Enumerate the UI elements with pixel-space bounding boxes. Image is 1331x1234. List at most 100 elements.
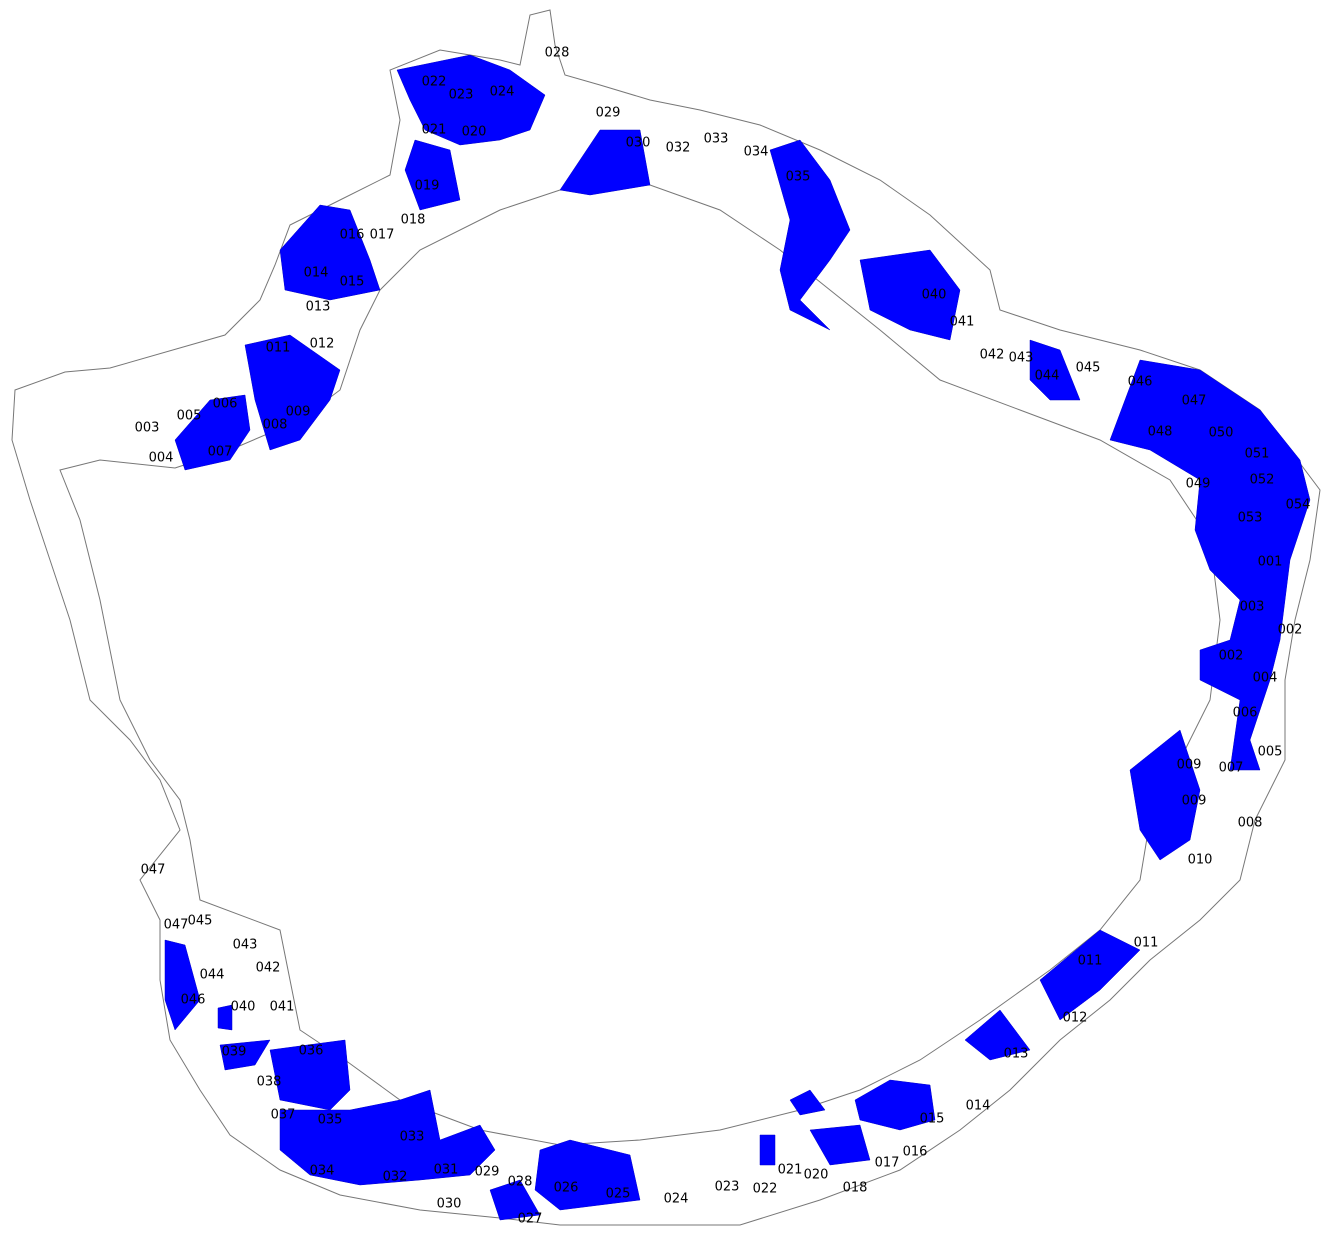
district-label: 029 [596, 106, 621, 121]
district-label: 046 [1128, 375, 1153, 390]
district-label: 011 [266, 341, 291, 356]
district-label: 051 [1245, 447, 1270, 462]
area [770, 140, 850, 330]
area [810, 1125, 870, 1165]
district-label: 005 [1258, 745, 1283, 760]
district-label: 021 [778, 1163, 803, 1178]
district-label: 032 [666, 141, 691, 156]
district-label: 006 [213, 397, 238, 412]
district-label: 014 [966, 1099, 991, 1114]
district-label: 025 [606, 1187, 631, 1202]
district-label: 007 [208, 445, 233, 460]
district-label: 003 [1240, 600, 1265, 615]
district-label: 032 [383, 1170, 408, 1185]
district-label: 041 [270, 1000, 295, 1015]
district-label: 005 [177, 409, 202, 424]
district-label: 033 [704, 132, 729, 147]
district-label: 013 [1004, 1047, 1029, 1062]
district-label: 009 [286, 405, 311, 420]
district-label: 015 [920, 1112, 945, 1127]
district-label: 018 [401, 213, 426, 228]
district-label: 041 [950, 315, 975, 330]
district-label: 053 [1238, 511, 1263, 526]
area [1040, 930, 1140, 1020]
district-label: 016 [340, 228, 365, 243]
district-label: 008 [263, 418, 288, 433]
district-label: 047 [1182, 394, 1207, 409]
district-label: 019 [415, 179, 440, 194]
district-label: 029 [475, 1165, 500, 1180]
district-label: 016 [903, 1145, 928, 1160]
district-label: 021 [422, 123, 447, 138]
district-label: 034 [310, 1164, 335, 1179]
area [405, 140, 460, 210]
district-label: 047 [164, 918, 189, 933]
district-label: 037 [271, 1108, 296, 1123]
district-label: 028 [545, 46, 570, 61]
blue-areas [165, 55, 1310, 1220]
district-label: 035 [786, 170, 811, 185]
district-label: 052 [1250, 473, 1275, 488]
district-label: 040 [922, 288, 947, 303]
district-label: 030 [437, 1197, 462, 1212]
district-label: 004 [149, 451, 174, 466]
district-label: 002 [1219, 649, 1244, 664]
district-label: 023 [715, 1180, 740, 1195]
district-label: 009 [1177, 758, 1202, 773]
district-label: 003 [135, 421, 160, 436]
district-label: 039 [222, 1045, 247, 1060]
district-label: 050 [1209, 426, 1234, 441]
district-label: 049 [1186, 477, 1211, 492]
district-label: 034 [744, 145, 769, 160]
district-label: 036 [299, 1044, 324, 1059]
district-label: 017 [370, 228, 395, 243]
district-label: 017 [875, 1156, 900, 1171]
district-label: 054 [1286, 498, 1311, 513]
district-label: 046 [181, 993, 206, 1008]
district-label: 030 [626, 136, 651, 151]
district-label: 033 [400, 1130, 425, 1145]
district-label: 042 [980, 348, 1005, 363]
district-label: 035 [318, 1113, 343, 1128]
district-label: 044 [1035, 369, 1060, 384]
district-label: 014 [304, 266, 329, 281]
district-label: 006 [1233, 706, 1258, 721]
district-label: 045 [1076, 361, 1101, 376]
district-label: 040 [231, 1000, 256, 1015]
district-label: 020 [804, 1168, 829, 1183]
district-label: 018 [843, 1181, 868, 1196]
district-label: 001 [1258, 555, 1283, 570]
district-label: 026 [554, 1181, 579, 1196]
area [760, 1135, 775, 1165]
district-label: 015 [340, 275, 365, 290]
district-label: 022 [753, 1182, 778, 1197]
district-label: 045 [188, 914, 213, 929]
district-label: 012 [1063, 1011, 1088, 1026]
district-label: 028 [508, 1175, 533, 1190]
district-label: 011 [1134, 936, 1159, 951]
outer-coast [12, 10, 1320, 1225]
area [245, 335, 340, 450]
district-label: 048 [1148, 425, 1173, 440]
district-label: 043 [1009, 351, 1034, 366]
district-label: 027 [518, 1212, 543, 1227]
district-label: 038 [257, 1075, 282, 1090]
district-label: 013 [306, 300, 331, 315]
district-label: 020 [462, 125, 487, 140]
district-label: 008 [1238, 816, 1263, 831]
district-label: 007 [1219, 761, 1244, 776]
land-outline [12, 10, 1320, 1225]
district-label: 009 [1182, 794, 1207, 809]
district-label: 024 [490, 85, 515, 100]
district-label: 010 [1188, 853, 1213, 868]
district-label: 023 [449, 88, 474, 103]
district-label: 022 [422, 75, 447, 90]
district-label: 047 [141, 863, 166, 878]
area [165, 940, 200, 1030]
district-label: 042 [256, 961, 281, 976]
district-label: 024 [664, 1192, 689, 1207]
district-label: 043 [233, 938, 258, 953]
district-label: 012 [310, 337, 335, 352]
district-label: 004 [1253, 671, 1278, 686]
area [280, 205, 380, 300]
